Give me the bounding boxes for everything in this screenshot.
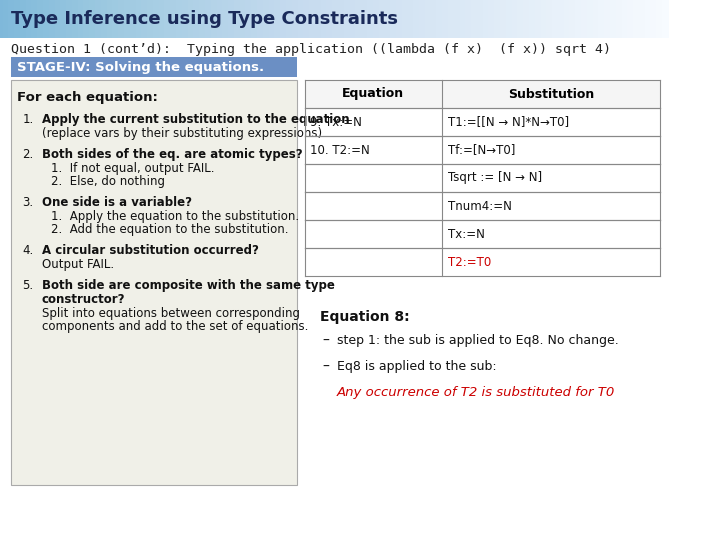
Text: Tx:=N: Tx:=N bbox=[448, 227, 485, 240]
FancyBboxPatch shape bbox=[305, 164, 660, 192]
FancyBboxPatch shape bbox=[305, 220, 660, 248]
FancyBboxPatch shape bbox=[305, 108, 660, 136]
Text: Tsqrt := [N → N]: Tsqrt := [N → N] bbox=[448, 172, 541, 185]
Text: STAGE-IV: Solving the equations.: STAGE-IV: Solving the equations. bbox=[17, 60, 264, 73]
Text: constructor?: constructor? bbox=[42, 293, 125, 306]
Text: (replace vars by their substituting expressions).: (replace vars by their substituting expr… bbox=[42, 127, 325, 140]
Text: 9. Tx:=N: 9. Tx:=N bbox=[310, 116, 362, 129]
Text: Tf:=[N→T0]: Tf:=[N→T0] bbox=[448, 144, 515, 157]
Text: Equation: Equation bbox=[342, 87, 405, 100]
Text: Output FAIL.: Output FAIL. bbox=[42, 258, 114, 271]
Text: 1.: 1. bbox=[22, 113, 34, 126]
Text: 10. T2:=N: 10. T2:=N bbox=[310, 144, 370, 157]
Text: 2.  Add the equation to the substitution.: 2. Add the equation to the substitution. bbox=[51, 223, 289, 236]
Text: 2.  Else, do nothing: 2. Else, do nothing bbox=[51, 175, 165, 188]
Text: Split into equations between corresponding: Split into equations between correspondi… bbox=[42, 307, 300, 320]
Text: Any occurrence of T2 is substituted for T0: Any occurrence of T2 is substituted for … bbox=[337, 386, 616, 399]
Text: For each equation:: For each equation: bbox=[17, 91, 158, 104]
Text: 3.: 3. bbox=[22, 196, 33, 209]
Text: Both side are composite with the same type: Both side are composite with the same ty… bbox=[42, 279, 335, 292]
Text: Question 1 (cont’d):  Typing the application ((lambda (f x)  (f x)) sqrt 4): Question 1 (cont’d): Typing the applicat… bbox=[11, 43, 611, 56]
Text: –: – bbox=[323, 334, 329, 348]
Text: –: – bbox=[323, 360, 329, 374]
Text: T2:=T0: T2:=T0 bbox=[448, 255, 491, 268]
Text: Tnum4:=N: Tnum4:=N bbox=[448, 199, 511, 213]
FancyBboxPatch shape bbox=[11, 57, 297, 77]
Text: Eq8 is applied to the sub:: Eq8 is applied to the sub: bbox=[337, 360, 497, 373]
Text: One side is a variable?: One side is a variable? bbox=[42, 196, 192, 209]
FancyBboxPatch shape bbox=[305, 80, 660, 108]
Text: Equation 8:: Equation 8: bbox=[320, 310, 410, 324]
Text: Apply the current substitution to the equation: Apply the current substitution to the eq… bbox=[42, 113, 349, 126]
Text: step 1: the sub is applied to Eq8. No change.: step 1: the sub is applied to Eq8. No ch… bbox=[337, 334, 619, 347]
Text: T1:=[[N → N]*N→T0]: T1:=[[N → N]*N→T0] bbox=[448, 116, 569, 129]
Text: Substitution: Substitution bbox=[508, 87, 594, 100]
Text: 1.  Apply the equation to the substitution.: 1. Apply the equation to the substitutio… bbox=[51, 210, 300, 223]
Text: Type Inference using Type Constraints: Type Inference using Type Constraints bbox=[11, 10, 398, 28]
FancyBboxPatch shape bbox=[305, 248, 660, 276]
Text: 5.: 5. bbox=[22, 279, 33, 292]
FancyBboxPatch shape bbox=[305, 192, 660, 220]
Text: A circular substitution occurred?: A circular substitution occurred? bbox=[42, 244, 258, 257]
Text: 4.: 4. bbox=[22, 244, 34, 257]
FancyBboxPatch shape bbox=[11, 80, 297, 485]
FancyBboxPatch shape bbox=[305, 136, 660, 164]
Text: Both sides of the eq. are atomic types?: Both sides of the eq. are atomic types? bbox=[42, 148, 302, 161]
Text: components and add to the set of equations.: components and add to the set of equatio… bbox=[42, 320, 308, 333]
Text: 2.: 2. bbox=[22, 148, 34, 161]
Text: 1.  If not equal, output FAIL.: 1. If not equal, output FAIL. bbox=[51, 162, 215, 175]
